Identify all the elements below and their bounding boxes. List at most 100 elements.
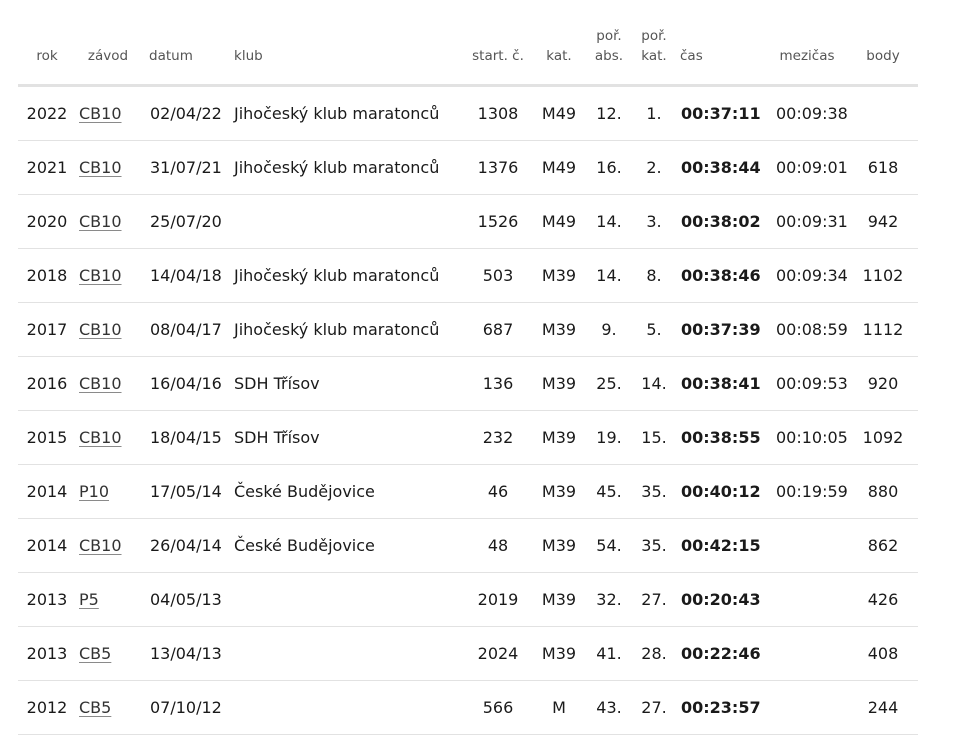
cell-points: 244 [848, 680, 918, 735]
cell-start-number: 687 [462, 302, 534, 357]
cell-date: 31/07/21 [140, 140, 234, 195]
table-row: 2015 CB10 18/04/15 SDH Třísov 232 M39 19. 15. 00… [18, 410, 918, 465]
cell-category: M [534, 680, 584, 735]
race-link[interactable]: P10 [79, 482, 110, 501]
cell-race: CB10 [76, 248, 140, 303]
cell-date: 18/04/15 [140, 410, 234, 465]
race-link[interactable]: CB5 [79, 698, 112, 717]
cell-rank-absolute: 54. [584, 518, 634, 573]
cell-category: M39 [534, 248, 584, 303]
cell-start-number: 1308 [462, 85, 534, 141]
cell-start-number: 503 [462, 248, 534, 303]
cell-time: 00:38:02 [674, 194, 766, 249]
cell-category: M39 [534, 464, 584, 519]
cell-year: 2021 [18, 140, 76, 195]
cell-split [766, 572, 848, 627]
cell-time: 00:38:41 [674, 356, 766, 411]
cell-points: 1092 [848, 410, 918, 465]
cell-category: M39 [534, 572, 584, 627]
cell-club [234, 680, 462, 735]
header-rank-category[interactable]: poř. kat. [634, 0, 674, 87]
race-link[interactable]: CB10 [79, 212, 122, 231]
header-race[interactable]: závod [76, 0, 140, 87]
cell-category: M39 [534, 518, 584, 573]
cell-start-number: 1376 [462, 140, 534, 195]
table-row: 2013 CB5 13/04/13 2024 M39 41. 28. 00:22:46 408 [18, 626, 918, 681]
table-row: 2014 CB10 26/04/14 České Budějovice 48 M39 54.… [18, 518, 918, 573]
cell-time: 00:38:55 [674, 410, 766, 465]
cell-race: CB10 [76, 410, 140, 465]
cell-race: CB10 [76, 140, 140, 195]
cell-category: M39 [534, 410, 584, 465]
table-row: 2020 CB10 25/07/20 1526 M49 14. 3. 00:38:02 00:0… [18, 194, 918, 249]
cell-year: 2013 [18, 626, 76, 681]
cell-points: 942 [848, 194, 918, 249]
header-split[interactable]: mezičas [766, 0, 848, 87]
cell-year: 2022 [18, 85, 76, 141]
header-rank-absolute-line1: poř. [596, 28, 622, 44]
race-link[interactable]: CB5 [79, 644, 112, 663]
race-link[interactable]: CB10 [79, 374, 122, 393]
cell-start-number: 2024 [462, 626, 534, 681]
header-rank-absolute[interactable]: poř. abs. [584, 0, 634, 87]
header-date[interactable]: datum [140, 0, 234, 87]
cell-year: 2017 [18, 302, 76, 357]
cell-rank-category: 3. [634, 194, 674, 249]
cell-start-number: 1526 [462, 194, 534, 249]
race-link[interactable]: CB10 [79, 320, 122, 339]
race-link[interactable]: P5 [79, 590, 99, 609]
race-link[interactable]: CB10 [79, 158, 122, 177]
cell-time: 00:38:46 [674, 248, 766, 303]
cell-race: P5 [76, 572, 140, 627]
cell-club [234, 572, 462, 627]
race-link[interactable]: CB10 [79, 536, 122, 555]
cell-rank-category: 27. [634, 572, 674, 627]
cell-race: CB10 [76, 302, 140, 357]
cell-date: 07/10/12 [140, 680, 234, 735]
cell-split [766, 518, 848, 573]
results-table: rok závod datum klub start. č. kat. poř.… [18, 0, 918, 735]
cell-year: 2012 [18, 680, 76, 735]
cell-time: 00:23:57 [674, 680, 766, 735]
cell-race: CB10 [76, 356, 140, 411]
cell-points [848, 85, 918, 141]
table-body: 2022 CB10 02/04/22 Jihočeský klub maratonců… [18, 85, 918, 735]
cell-time: 00:37:39 [674, 302, 766, 357]
cell-start-number: 232 [462, 410, 534, 465]
header-rank-absolute-line2: abs. [594, 48, 624, 64]
header-start-number[interactable]: start. č. [462, 0, 534, 87]
header-points[interactable]: body [848, 0, 918, 87]
cell-time: 00:37:11 [674, 85, 766, 141]
header-category[interactable]: kat. [534, 0, 584, 87]
cell-rank-category: 14. [634, 356, 674, 411]
cell-split: 00:09:53 [766, 356, 848, 411]
header-time[interactable]: čas [674, 0, 766, 87]
cell-category: M39 [534, 302, 584, 357]
cell-start-number: 136 [462, 356, 534, 411]
cell-time: 00:40:12 [674, 464, 766, 519]
cell-split [766, 626, 848, 681]
cell-points: 920 [848, 356, 918, 411]
cell-year: 2014 [18, 464, 76, 519]
header-club[interactable]: klub [234, 0, 462, 87]
header-year[interactable]: rok [18, 0, 76, 87]
cell-start-number: 48 [462, 518, 534, 573]
cell-club: České Budějovice [234, 518, 462, 573]
cell-split: 00:19:59 [766, 464, 848, 519]
cell-split: 00:09:34 [766, 248, 848, 303]
cell-split: 00:08:59 [766, 302, 848, 357]
cell-rank-absolute: 32. [584, 572, 634, 627]
cell-split [766, 680, 848, 735]
cell-rank-absolute: 14. [584, 194, 634, 249]
cell-year: 2014 [18, 518, 76, 573]
cell-date: 08/04/17 [140, 302, 234, 357]
race-link[interactable]: CB10 [79, 266, 122, 285]
table-row: 2016 CB10 16/04/16 SDH Třísov 136 M39 25. 14. 00… [18, 356, 918, 411]
race-link[interactable]: CB10 [79, 428, 122, 447]
race-link[interactable]: CB10 [79, 104, 122, 123]
cell-time: 00:42:15 [674, 518, 766, 573]
cell-start-number: 46 [462, 464, 534, 519]
cell-rank-category: 8. [634, 248, 674, 303]
cell-rank-absolute: 45. [584, 464, 634, 519]
cell-club: Jihočeský klub maratonců [234, 140, 462, 195]
